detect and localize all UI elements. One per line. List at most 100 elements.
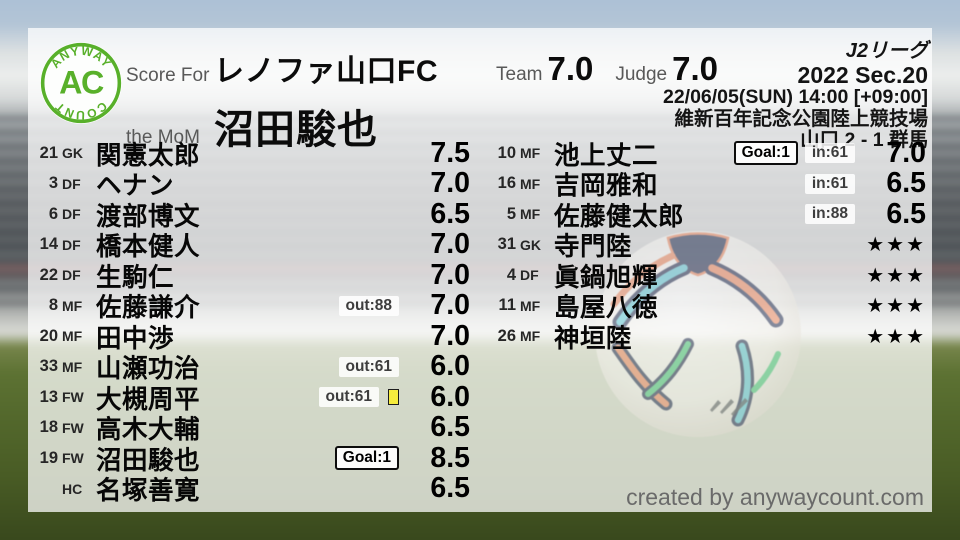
player-position: MF xyxy=(520,175,541,192)
player-number: 22 xyxy=(39,265,58,284)
player-badges: Goal:1 in:61 xyxy=(733,141,855,166)
player-number: 20 xyxy=(39,326,58,345)
player-rating: 7.0 xyxy=(430,228,470,261)
player-name: 田中渉 xyxy=(96,324,175,353)
player-number: 11 xyxy=(498,296,516,315)
player-rating-stars: ★★★ xyxy=(866,295,926,318)
player-position: DF xyxy=(520,267,539,284)
player-row: 8 MF 佐藤謙介 out:88 7.0 xyxy=(30,289,470,322)
player-number: 33 xyxy=(39,357,58,376)
player-badges: in:88 xyxy=(804,204,855,225)
player-number: 6 xyxy=(48,204,58,223)
player-row: 20 MF 田中渉 7.0 xyxy=(30,320,470,353)
team-judge-scores: Team 7.0 Judge 7.0 xyxy=(496,50,718,88)
player-name: 佐藤健太郎 xyxy=(554,202,685,231)
judge-score-label: Judge xyxy=(615,64,668,85)
player-position: MF xyxy=(520,206,541,223)
player-number: 21 xyxy=(39,143,58,162)
team-score-label: Team xyxy=(496,64,543,85)
player-badges: out:61 xyxy=(338,356,399,377)
player-position: FW xyxy=(62,419,84,436)
player-row: 6 DF 渡部博文 6.5 xyxy=(30,197,470,231)
player-position: DF xyxy=(62,175,81,192)
player-number: 26 xyxy=(497,326,516,345)
player-position: MF xyxy=(62,297,83,314)
player-number: 5 xyxy=(506,204,516,223)
player-number: 10 xyxy=(497,143,516,162)
match-info: J2リーグ 2022 Sec.20 22/06/05(SUN) 14:00 [+… xyxy=(663,40,928,152)
season-section: 2022 Sec.20 xyxy=(797,62,928,88)
player-name: 高木大輔 xyxy=(96,416,201,445)
player-row: 19 FW 沼田駿也 Goal:1 8.5 xyxy=(30,442,470,475)
player-position: GK xyxy=(62,145,83,162)
player-badges: Goal:1 xyxy=(334,446,399,471)
player-name: 橋本健人 xyxy=(96,233,201,262)
player-name: 名塚善寛 xyxy=(96,477,201,506)
player-position: MF xyxy=(520,297,541,314)
svg-text:COUNT: COUNT xyxy=(52,99,110,122)
goal-badge: Goal:1 xyxy=(334,446,399,471)
player-name: 山瀬功治 xyxy=(96,355,201,384)
substitution-badge: in:88 xyxy=(804,204,855,225)
player-row: 14 DF 橋本健人 7.0 xyxy=(30,228,470,261)
substitution-badge: out:61 xyxy=(318,387,379,408)
player-rating: 6.0 xyxy=(430,350,470,383)
mom-row: the MoM 沼田駿也 xyxy=(126,97,438,155)
player-position: DF xyxy=(62,206,81,223)
player-rating: 6.5 xyxy=(430,411,470,444)
player-badges: out:88 xyxy=(338,295,399,316)
player-rating-stars: ★★★ xyxy=(866,325,926,348)
player-name: ヘナン xyxy=(96,172,175,201)
match-datetime: 22/06/05(SUN) 14:00 [+09:00] xyxy=(662,86,928,108)
credit-text: created by anywaycount.com xyxy=(626,484,924,510)
player-rating: 7.0 xyxy=(886,136,926,169)
player-rating: 7.0 xyxy=(430,289,470,322)
league-name: J2リーグ xyxy=(845,40,928,62)
player-rating: 7.0 xyxy=(430,258,470,291)
player-rating: 7.0 xyxy=(430,167,470,200)
team-score-value: 7.0 xyxy=(547,50,594,87)
player-row: 26 MF 神垣陸 ★★★ xyxy=(488,321,926,353)
yellow-card-icon xyxy=(388,389,399,406)
player-rating: 7.5 xyxy=(430,136,470,169)
player-badges: in:61 xyxy=(804,173,855,194)
player-name: 佐藤謙介 xyxy=(96,294,201,323)
player-name: 沼田駿也 xyxy=(96,446,201,475)
team-name: レノファ山口FC xyxy=(214,55,438,88)
player-number: 31 xyxy=(497,235,516,254)
player-number: 8 xyxy=(48,296,58,315)
starting-roster-list: 21 GK 関憲太郎 7.5 3 DF ヘナン 7.0 6 DF 渡部博文 6.5 14 DF 橋本健人 7.… xyxy=(30,136,470,506)
player-name: 渡部博文 xyxy=(96,202,201,231)
player-badges: out:61 xyxy=(318,387,399,408)
player-rating-stars: ★★★ xyxy=(866,264,926,287)
player-row: 31 GK 寺門陸 ★★★ xyxy=(488,230,926,261)
mom-label: the MoM xyxy=(126,127,200,148)
venue-name: 維新百年記念公園陸上競技場 xyxy=(674,107,928,130)
anywaycount-logo-icon: ANYWAY COUNT AC xyxy=(40,42,122,124)
title-block: Score For レノファ山口FC the MoM 沼田駿也 xyxy=(126,46,438,155)
player-row: 18 FW 高木大輔 6.5 xyxy=(30,411,470,444)
player-number: 4 xyxy=(506,265,516,284)
player-name: 寺門陸 xyxy=(554,233,633,262)
player-row: 21 GK 関憲太郎 7.5 xyxy=(30,136,470,170)
substitution-badge: out:88 xyxy=(338,295,399,316)
player-number: 16 xyxy=(497,174,516,193)
player-rating: 6.5 xyxy=(430,197,470,230)
player-number: 18 xyxy=(39,418,58,437)
player-rating: 6.0 xyxy=(430,380,470,413)
player-position: FW xyxy=(62,450,84,467)
scorecard-content: ANYWAY COUNT AC Score For レノファ山口FC the M… xyxy=(28,28,932,512)
player-position: MF xyxy=(520,328,541,345)
player-position: MF xyxy=(62,328,83,345)
player-rating: 6.5 xyxy=(430,472,470,505)
mom-name: 沼田駿也 xyxy=(214,108,378,152)
substitution-badge: in:61 xyxy=(804,173,855,194)
player-row: 33 MF 山瀬功治 out:61 6.0 xyxy=(30,350,470,383)
player-name: 眞鍋旭輝 xyxy=(554,263,659,292)
player-position: DF xyxy=(62,236,81,253)
player-position: HC xyxy=(62,480,83,497)
player-row: 10 MF 池上丈二 Goal:1 in:61 7.0 xyxy=(488,136,926,170)
player-name: 神垣陸 xyxy=(554,324,633,353)
svg-text:AC: AC xyxy=(59,65,104,101)
player-row: 4 DF 眞鍋旭輝 ★★★ xyxy=(488,260,926,292)
